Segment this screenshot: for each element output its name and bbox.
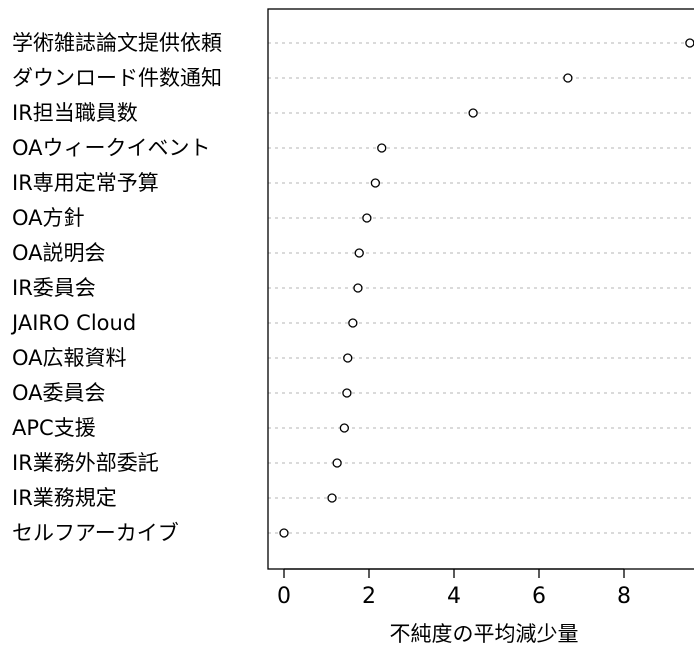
- data-point: [362, 213, 372, 223]
- data-point: [342, 388, 352, 398]
- data-point: [348, 318, 358, 328]
- data-points: [279, 38, 694, 538]
- data-point: [343, 353, 353, 363]
- data-point: [279, 528, 289, 538]
- category-label: JAIRO Cloud: [10, 311, 136, 335]
- category-label: OA方針: [12, 206, 85, 230]
- data-point: [327, 493, 337, 503]
- data-point: [339, 423, 350, 433]
- x-tick-label: 6: [532, 584, 546, 609]
- data-point: [563, 73, 573, 83]
- data-point: [370, 178, 381, 188]
- data-point: [332, 458, 342, 468]
- grid-lines: [268, 42, 694, 534]
- category-label: IR専用定常予算: [12, 171, 159, 195]
- category-label: ダウンロード件数通知: [12, 66, 222, 90]
- x-axis: 0 2 4 6 8: [277, 568, 631, 609]
- category-label: セルフアーカイブ: [12, 521, 179, 545]
- data-point: [353, 283, 363, 293]
- x-axis-title: 不純度の平均減少量: [390, 622, 579, 646]
- x-tick-label: 4: [447, 584, 461, 609]
- plot-frame: [267, 8, 694, 570]
- category-label: APC支援: [12, 416, 96, 440]
- data-point: [377, 143, 387, 153]
- data-point: [685, 38, 694, 48]
- x-tick-label: 8: [617, 584, 631, 609]
- category-label: IR業務外部委託: [12, 451, 159, 475]
- data-point: [354, 248, 364, 258]
- category-label: OAウィークイベント: [12, 136, 211, 160]
- category-label: OA委員会: [12, 381, 106, 405]
- category-label: OA広報資料: [12, 346, 127, 370]
- category-label: 学術雑誌論文提供依頼: [12, 31, 222, 55]
- data-point: [468, 108, 478, 118]
- category-label: IR担当職員数: [12, 101, 138, 125]
- category-label: OA説明会: [12, 241, 106, 265]
- category-label: IR業務規定: [12, 486, 117, 510]
- category-label: IR委員会: [12, 276, 96, 300]
- x-tick-label: 2: [362, 584, 376, 609]
- x-tick-label: 0: [277, 584, 291, 609]
